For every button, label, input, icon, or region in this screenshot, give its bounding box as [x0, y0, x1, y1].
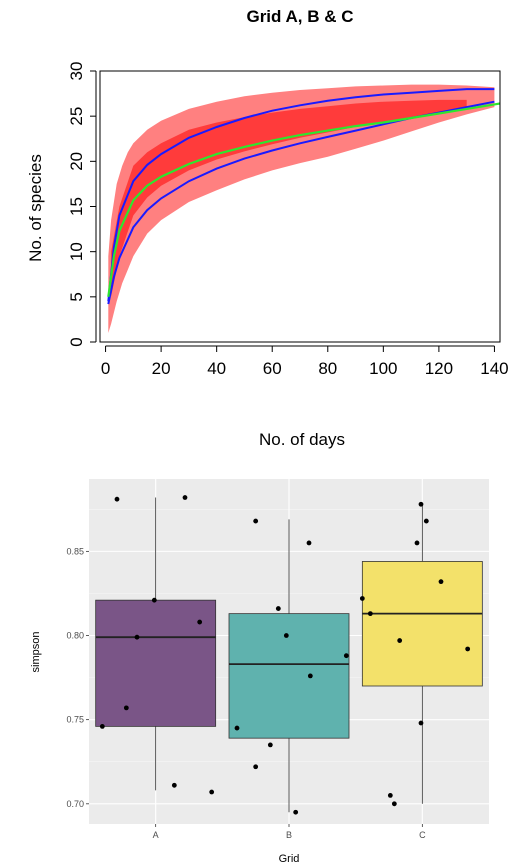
jitter-point: [209, 789, 215, 795]
jitter-point: [253, 764, 259, 770]
plot-frame: [99, 70, 501, 343]
observed-upper-line: [107, 88, 495, 302]
jitter-point: [253, 518, 259, 524]
jitter-point: [267, 742, 273, 748]
x-tick-label: 80: [318, 359, 337, 378]
jitter-point: [438, 579, 444, 585]
y-tick-label: 20: [67, 152, 86, 171]
chart-marks: [95, 495, 483, 815]
jitter-point: [387, 792, 393, 798]
jitter-point: [418, 720, 424, 726]
x-tick-label: 20: [152, 359, 171, 378]
inner-confidence-band: [111, 99, 467, 297]
simpson-boxplot-chart: 0.70 0.75 0.80 0.85 A B C Grid simpson: [30, 479, 489, 865]
y-tick-label: 30: [67, 62, 86, 81]
jitter-point: [343, 653, 349, 659]
jitter-point: [367, 611, 373, 617]
x-tick-label: 140: [480, 359, 508, 378]
jitter-point: [391, 801, 397, 807]
y-tick-label: 0.80: [66, 631, 84, 641]
box-A: [95, 599, 217, 727]
x-tick-label: 40: [207, 359, 226, 378]
x-tick-label: B: [286, 830, 292, 840]
jitter-point: [114, 496, 120, 502]
x-axis-title: No. of days: [259, 430, 345, 449]
y-tick-label: 10: [67, 242, 86, 261]
jitter-point: [123, 705, 129, 711]
y-axis-title: simpson: [30, 632, 42, 673]
x-tick-label: 60: [263, 359, 282, 378]
species-accumulation-chart: Grid A, B & C 0 20 40 60 80 100 120 140 0 5 10 15 20…: [26, 7, 509, 449]
jitter-point: [197, 619, 203, 625]
jitter-point: [397, 638, 403, 643]
jitter-point: [99, 723, 105, 729]
y-tick-label: 0: [67, 337, 86, 346]
model-line: [107, 102, 501, 297]
box-B: [228, 613, 350, 739]
y-tick-label: 25: [67, 107, 86, 126]
chart-title: Grid A, B & C: [246, 7, 353, 26]
axes: 0.70 0.75 0.80 0.85 A B C: [66, 546, 426, 840]
jitter-point: [293, 809, 299, 815]
jitter-point: [307, 673, 313, 679]
jitter-point: [275, 606, 281, 611]
axes: 0 20 40 60 80 100 120 140 0 5 10 15 20 25 30: [67, 62, 509, 378]
y-tick-label: 5: [67, 292, 86, 301]
x-tick-label: C: [419, 830, 426, 840]
jitter-point: [423, 518, 429, 524]
jitter-point: [134, 634, 140, 640]
y-tick-label: 0.85: [66, 546, 84, 556]
jitter-point: [418, 501, 424, 507]
x-tick-label: A: [153, 830, 159, 840]
y-tick-label: 0.75: [66, 715, 84, 725]
jitter-point: [414, 540, 420, 546]
jitter-point: [359, 596, 365, 601]
jitter-point: [306, 540, 312, 546]
x-tick-label: 100: [369, 359, 397, 378]
y-tick-label: 15: [67, 197, 86, 216]
box-C: [361, 561, 483, 687]
chart-marks: [107, 84, 501, 333]
x-tick-label: 120: [425, 359, 453, 378]
jitter-point: [182, 495, 188, 500]
jitter-point: [234, 725, 240, 731]
jitter-point: [283, 633, 289, 638]
x-axis-title: Grid: [279, 853, 300, 865]
x-tick-label: 0: [101, 359, 110, 378]
jitter-point: [465, 646, 471, 652]
y-axis-title: No. of species: [26, 154, 45, 262]
jitter-point: [151, 597, 157, 603]
jitter-point: [171, 782, 177, 788]
y-tick-label: 0.70: [66, 799, 84, 809]
